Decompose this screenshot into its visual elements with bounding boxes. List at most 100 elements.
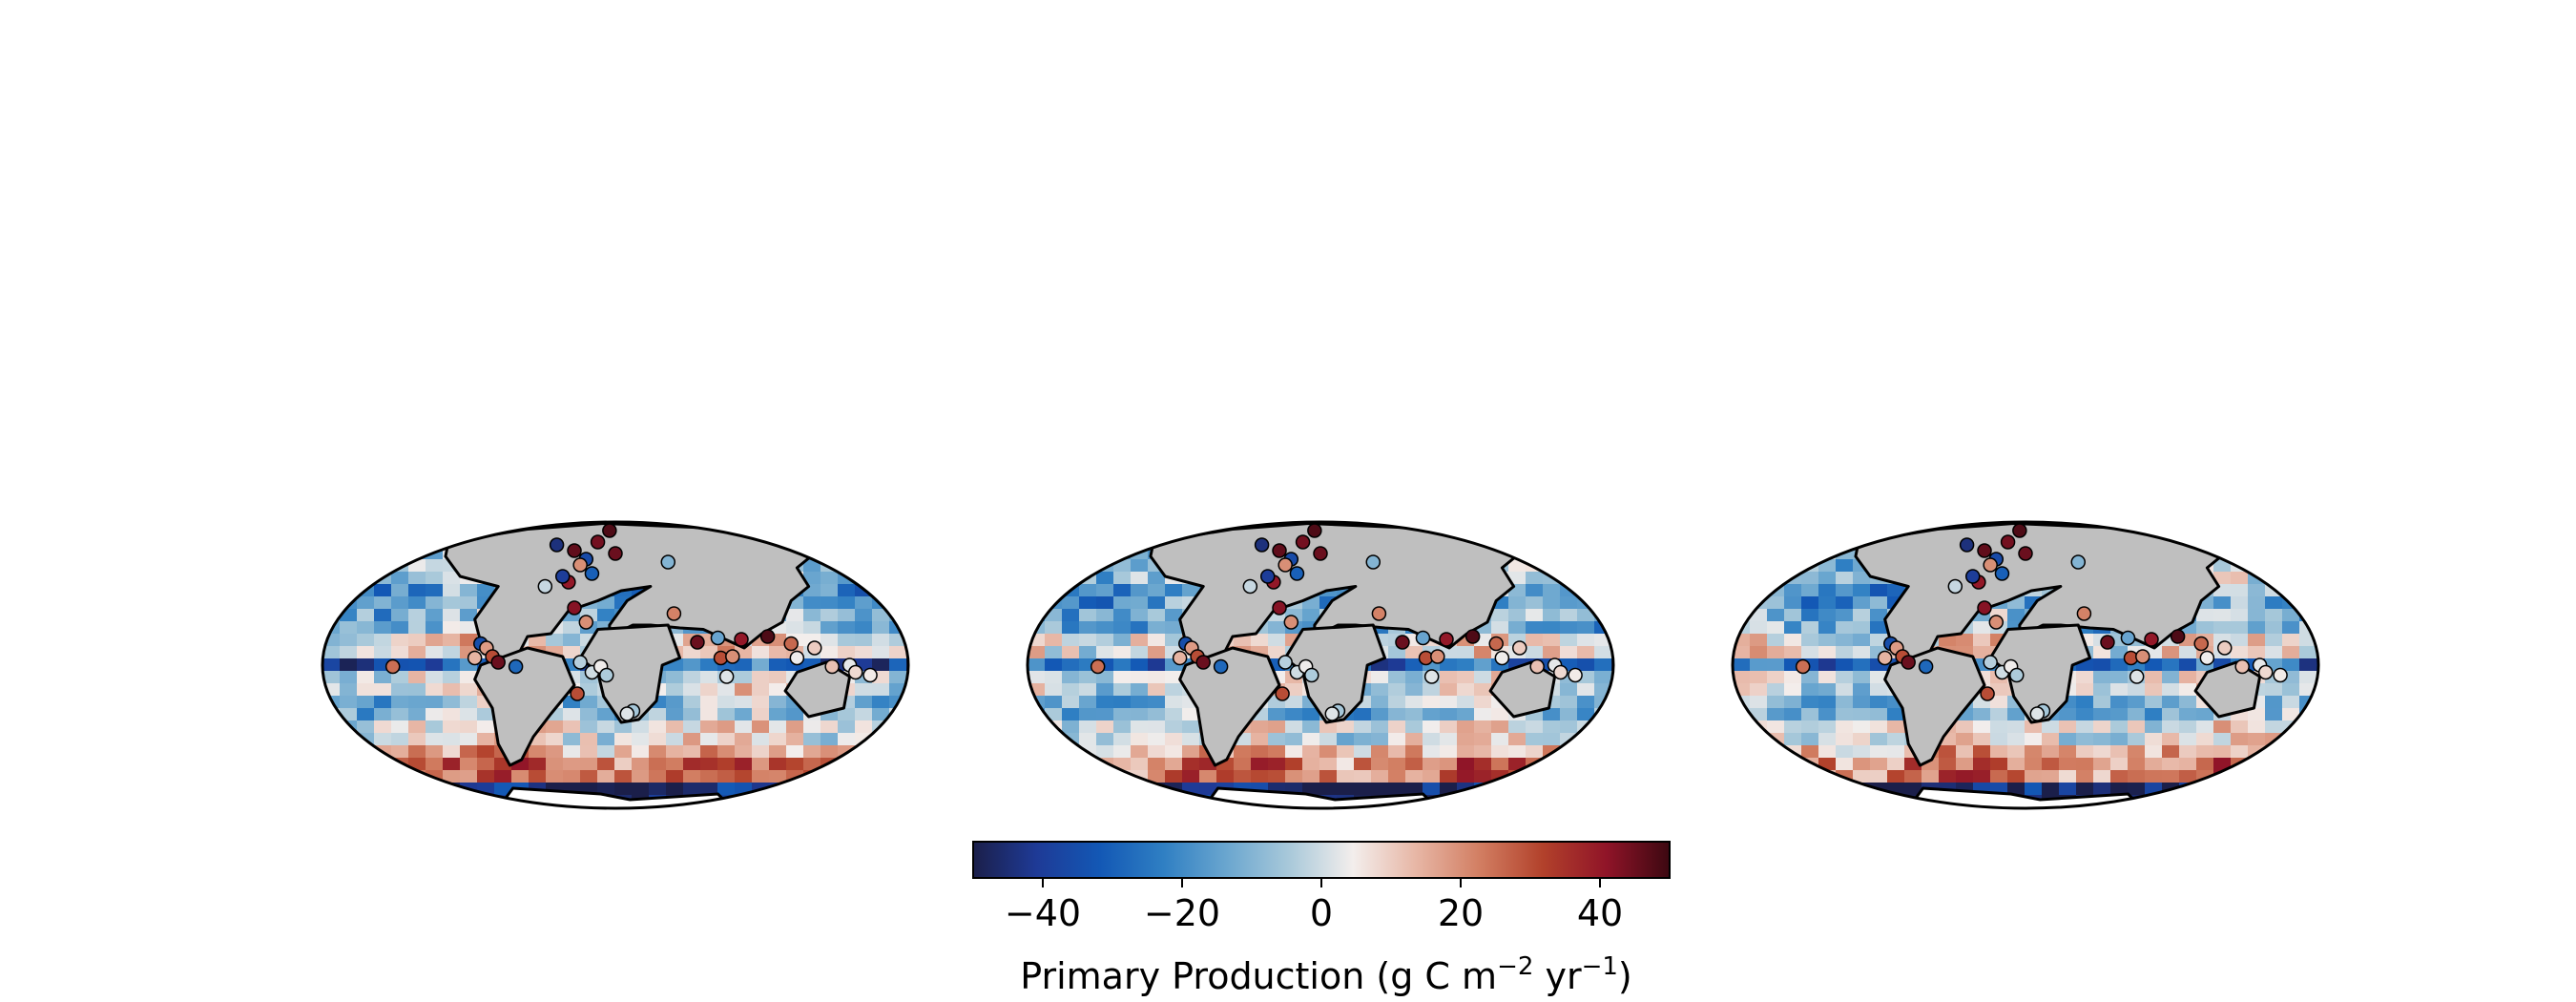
ocean-cell: [1818, 795, 1837, 808]
ocean-cell: [683, 807, 701, 808]
ocean-cell: [700, 758, 718, 771]
ocean-cell: [872, 584, 890, 597]
ocean-cell: [408, 683, 426, 697]
ocean-cell: [1853, 708, 1871, 721]
ocean-cell: [322, 671, 341, 684]
observation-point: [1795, 658, 1811, 675]
ocean-cell: [391, 683, 409, 697]
ocean-cell: [2213, 795, 2232, 808]
ocean-cell: [838, 522, 856, 535]
ocean-cell: [1319, 733, 1338, 746]
ocean-cell: [2128, 733, 2146, 746]
ocean-cell: [1611, 795, 1613, 808]
ocean-cell: [1836, 758, 1854, 771]
ocean-cell: [2282, 745, 2300, 759]
ocean-cell: [597, 720, 615, 734]
ocean-cell: [1182, 708, 1200, 721]
ocean-cell: [1508, 609, 1527, 622]
observation-point: [619, 706, 635, 721]
ocean-cell: [1733, 559, 1751, 573]
ocean-cell: [2110, 708, 2129, 721]
ocean-cell: [769, 720, 787, 734]
map-right-outline: [1731, 520, 2320, 810]
ocean-cell: [374, 758, 392, 771]
ocean-cell: [786, 534, 804, 548]
ocean-cell: [1216, 807, 1235, 808]
ocean-cell: [752, 770, 770, 783]
observation-point: [725, 649, 740, 664]
ocean-cell: [700, 745, 718, 759]
ocean-cell: [1423, 783, 1441, 796]
ocean-cell: [1474, 795, 1492, 808]
observation-point: [1947, 578, 1963, 595]
ocean-cell: [2007, 770, 2025, 783]
ocean-cell: [1801, 609, 1819, 622]
ocean-cell: [1062, 683, 1080, 697]
ocean-cell: [1784, 807, 1802, 808]
ocean-cell: [1045, 745, 1063, 759]
ocean-cell: [340, 733, 358, 746]
ocean-cell: [1405, 646, 1423, 659]
ocean-cell: [2265, 534, 2283, 548]
ocean-cell: [2316, 720, 2318, 734]
ocean-cell: [1096, 584, 1114, 597]
ocean-cell: [1611, 770, 1613, 783]
ocean-cell: [1784, 708, 1802, 721]
land-masses: [1149, 522, 1557, 767]
ocean-cell: [1079, 696, 1097, 709]
ocean-cell: [1560, 795, 1578, 808]
ocean-cell: [614, 745, 633, 759]
ocean-cell: [906, 547, 908, 560]
ocean-cell: [1148, 658, 1166, 672]
ocean-cell: [889, 534, 907, 548]
ocean-cell: [2316, 696, 2318, 709]
ocean-cell: [2248, 559, 2266, 573]
ocean-cell: [322, 534, 341, 548]
ocean-cell: [700, 658, 718, 672]
ocean-cell: [1165, 696, 1183, 709]
ocean-cell: [391, 621, 409, 635]
ocean-cell: [1131, 696, 1149, 709]
ocean-cell: [1028, 534, 1046, 548]
ocean-cell: [1062, 745, 1080, 759]
ocean-cell: [2059, 745, 2077, 759]
ocean-cell: [1922, 770, 1940, 783]
ocean-cell: [2025, 783, 2043, 796]
ocean-cell: [1028, 745, 1046, 759]
ocean-cell: [2265, 770, 2283, 783]
ocean-cell: [1611, 783, 1613, 796]
ocean-cell: [1801, 708, 1819, 721]
ocean-cell: [821, 547, 839, 560]
ocean-cell: [2299, 783, 2317, 796]
ocean-cell: [614, 758, 633, 771]
ocean-cell: [1045, 522, 1063, 535]
ocean-cell: [872, 745, 890, 759]
ocean-cell: [1750, 658, 1768, 672]
ocean-cell: [1319, 720, 1338, 734]
ocean-cell: [666, 770, 684, 783]
ocean-cell: [1182, 758, 1200, 771]
observation-point: [1465, 629, 1481, 644]
ocean-cell: [769, 807, 787, 808]
ocean-cell: [2231, 634, 2249, 647]
ocean-cell: [1028, 720, 1046, 734]
ocean-cell: [1079, 733, 1097, 746]
ocean-cell: [2145, 745, 2163, 759]
ocean-cell: [1113, 646, 1132, 659]
ocean-cell: [391, 572, 409, 585]
ocean-cell: [2162, 683, 2180, 697]
ocean-cell: [2248, 758, 2266, 771]
ocean-cell: [1767, 708, 1785, 721]
ocean-cell: [1853, 584, 1871, 597]
ocean-cell: [906, 596, 908, 610]
ocean-cell: [2316, 745, 2318, 759]
ocean-cell: [2110, 770, 2129, 783]
ocean-cell: [1388, 720, 1406, 734]
ocean-cell: [1491, 621, 1509, 635]
ocean-cell: [1750, 522, 1768, 535]
ocean-cell: [1028, 758, 1046, 771]
ocean-cell: [494, 807, 512, 808]
ocean-cell: [2093, 720, 2111, 734]
ocean-cell: [1853, 733, 1871, 746]
ocean-cell: [2128, 745, 2146, 759]
